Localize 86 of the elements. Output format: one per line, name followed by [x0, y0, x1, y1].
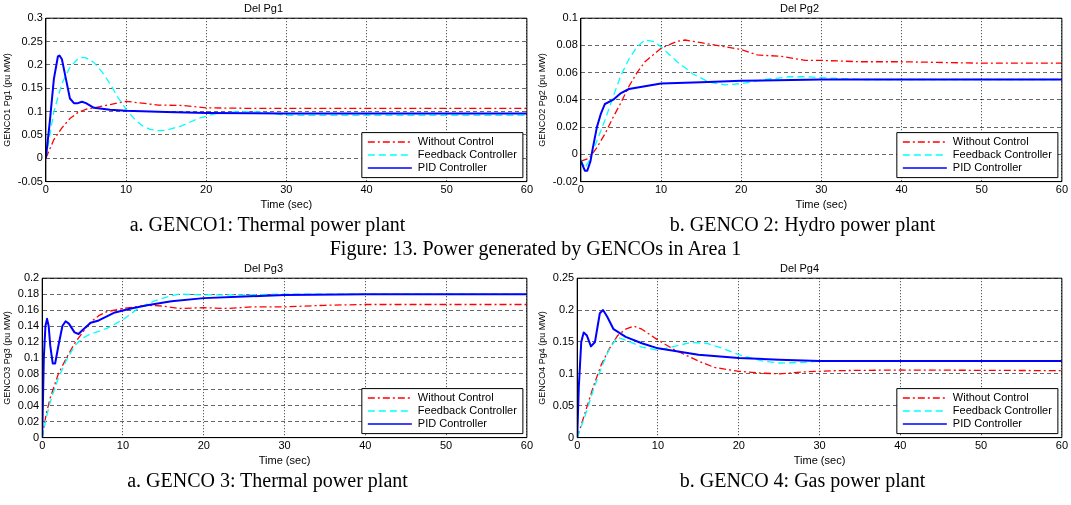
y-tick-label: 0.02 — [556, 120, 578, 133]
text: b. GENCO 4: Gas power plant — [679, 468, 926, 492]
line-series — [45, 100, 527, 159]
legend-label: PID Controller — [417, 161, 488, 174]
x-tick-label: 50 — [975, 183, 988, 196]
y-tick-label: 0.02 — [17, 414, 40, 427]
x-tick-label: 30 — [813, 439, 826, 452]
y-tick-label: 0.08 — [556, 38, 578, 51]
x-tick-label: 10 — [116, 439, 130, 452]
y-tick-label: 0.1 — [558, 366, 575, 379]
y-tick-label: 0 — [568, 430, 575, 443]
legend-label: Without Control — [417, 135, 494, 148]
x-axis-title: Time (sec) — [793, 454, 846, 467]
y-tick-label: 0.14 — [17, 319, 40, 332]
y-tick-label: 0.04 — [17, 398, 40, 411]
y-tick-label: 0.1 — [562, 11, 578, 24]
x-tick-label: 60 — [520, 183, 534, 196]
x-tick-label: 30 — [278, 439, 291, 452]
x-tick-label: 40 — [895, 183, 908, 196]
x-tick-label: 10 — [651, 439, 665, 452]
y-tick-label: 0 — [571, 147, 578, 160]
y-tick-label: 0.16 — [17, 303, 40, 316]
text: Figure: 13. Power generated by GENCOs in Area 1 — [328, 236, 743, 260]
y-tick-label: 0.04 — [556, 92, 578, 105]
text: b. GENCO 2: Hydro power plant — [669, 212, 936, 236]
y-tick-label: 0.1 — [23, 350, 40, 363]
x-tick-label: 20 — [197, 439, 210, 452]
legend-label: Feedback Controller — [952, 148, 1053, 161]
y-tick-label: 0.15 — [21, 81, 43, 94]
y-tick-label: 0.18 — [17, 287, 40, 300]
y-tick-label: 0.12 — [17, 334, 40, 347]
x-tick-label: 10 — [119, 183, 133, 196]
legend-label: Without Control — [417, 391, 494, 404]
text: a. GENCO 3: Thermal power plant — [127, 468, 408, 492]
y-tick-label: 0.05 — [21, 127, 43, 140]
legend-label: Without Control — [952, 135, 1029, 148]
y-tick-label: 0.1 — [27, 104, 43, 117]
x-tick-label: 60 — [520, 439, 534, 452]
y-tick-label: 0.08 — [17, 366, 40, 379]
legend-label: Feedback Controller — [417, 148, 518, 161]
y-tick-label: 0.06 — [556, 65, 578, 78]
y-tick-label: 0.3 — [27, 11, 43, 24]
chart-title: Del Pg1 — [243, 1, 284, 14]
y-axis-title: GENCO4 Pg4 (pu MW) — [536, 311, 547, 405]
x-tick-label: 20 — [200, 183, 213, 196]
y-tick-label: 0.2 — [558, 303, 575, 316]
x-tick-label: 30 — [280, 183, 293, 196]
legend-label: PID Controller — [952, 161, 1023, 174]
x-tick-label: 50 — [439, 439, 453, 452]
y-tick-label: 0.2 — [27, 57, 43, 70]
x-tick-label: 60 — [1055, 183, 1069, 196]
chart-title: Del Pg3 — [243, 261, 284, 274]
y-axis-title: GENCO2 Pg2 (pu MW) — [536, 53, 547, 147]
x-tick-label: 40 — [359, 439, 372, 452]
y-tick-label: 0.2 — [23, 271, 40, 284]
y-tick-label: 0.06 — [17, 382, 40, 395]
chart-title: Del Pg4 — [779, 261, 820, 274]
x-axis-title: Time (sec) — [260, 198, 313, 211]
legend-label: Without Control — [952, 391, 1029, 404]
y-tick-label: 0.25 — [21, 34, 43, 47]
x-axis-title: Time (sec) — [258, 454, 311, 467]
legend-label: PID Controller — [417, 417, 488, 430]
x-tick-label: 50 — [974, 439, 988, 452]
y-tick-label: 0.15 — [552, 334, 575, 347]
y-tick-label: 0.25 — [552, 271, 575, 284]
x-tick-label: 20 — [735, 183, 748, 196]
y-axis-title: GENCO1 Pg1 (pu MW) — [1, 53, 12, 147]
x-tick-label: 40 — [894, 439, 907, 452]
y-tick-label: -0.02 — [552, 174, 578, 187]
text: a. GENCO1: Thermal power plant — [129, 212, 406, 236]
legend-label: Feedback Controller — [952, 404, 1053, 417]
x-axis-title: Time (sec) — [795, 198, 848, 211]
y-tick-label: -0.05 — [17, 174, 43, 187]
legend-label: PID Controller — [952, 417, 1023, 430]
y-axis-title: GENCO3 Pg3 (pu MW) — [1, 311, 12, 405]
x-tick-label: 40 — [360, 183, 373, 196]
legend-label: Feedback Controller — [417, 404, 518, 417]
x-tick-label: 30 — [815, 183, 828, 196]
y-tick-label: 0.05 — [552, 398, 575, 411]
x-tick-label: 10 — [654, 183, 668, 196]
chart-title: Del Pg2 — [779, 1, 820, 14]
x-tick-label: 50 — [440, 183, 453, 196]
y-tick-label: 0 — [36, 151, 43, 164]
x-tick-label: 60 — [1055, 439, 1069, 452]
x-tick-label: 20 — [732, 439, 745, 452]
y-tick-label: 0 — [33, 430, 40, 443]
